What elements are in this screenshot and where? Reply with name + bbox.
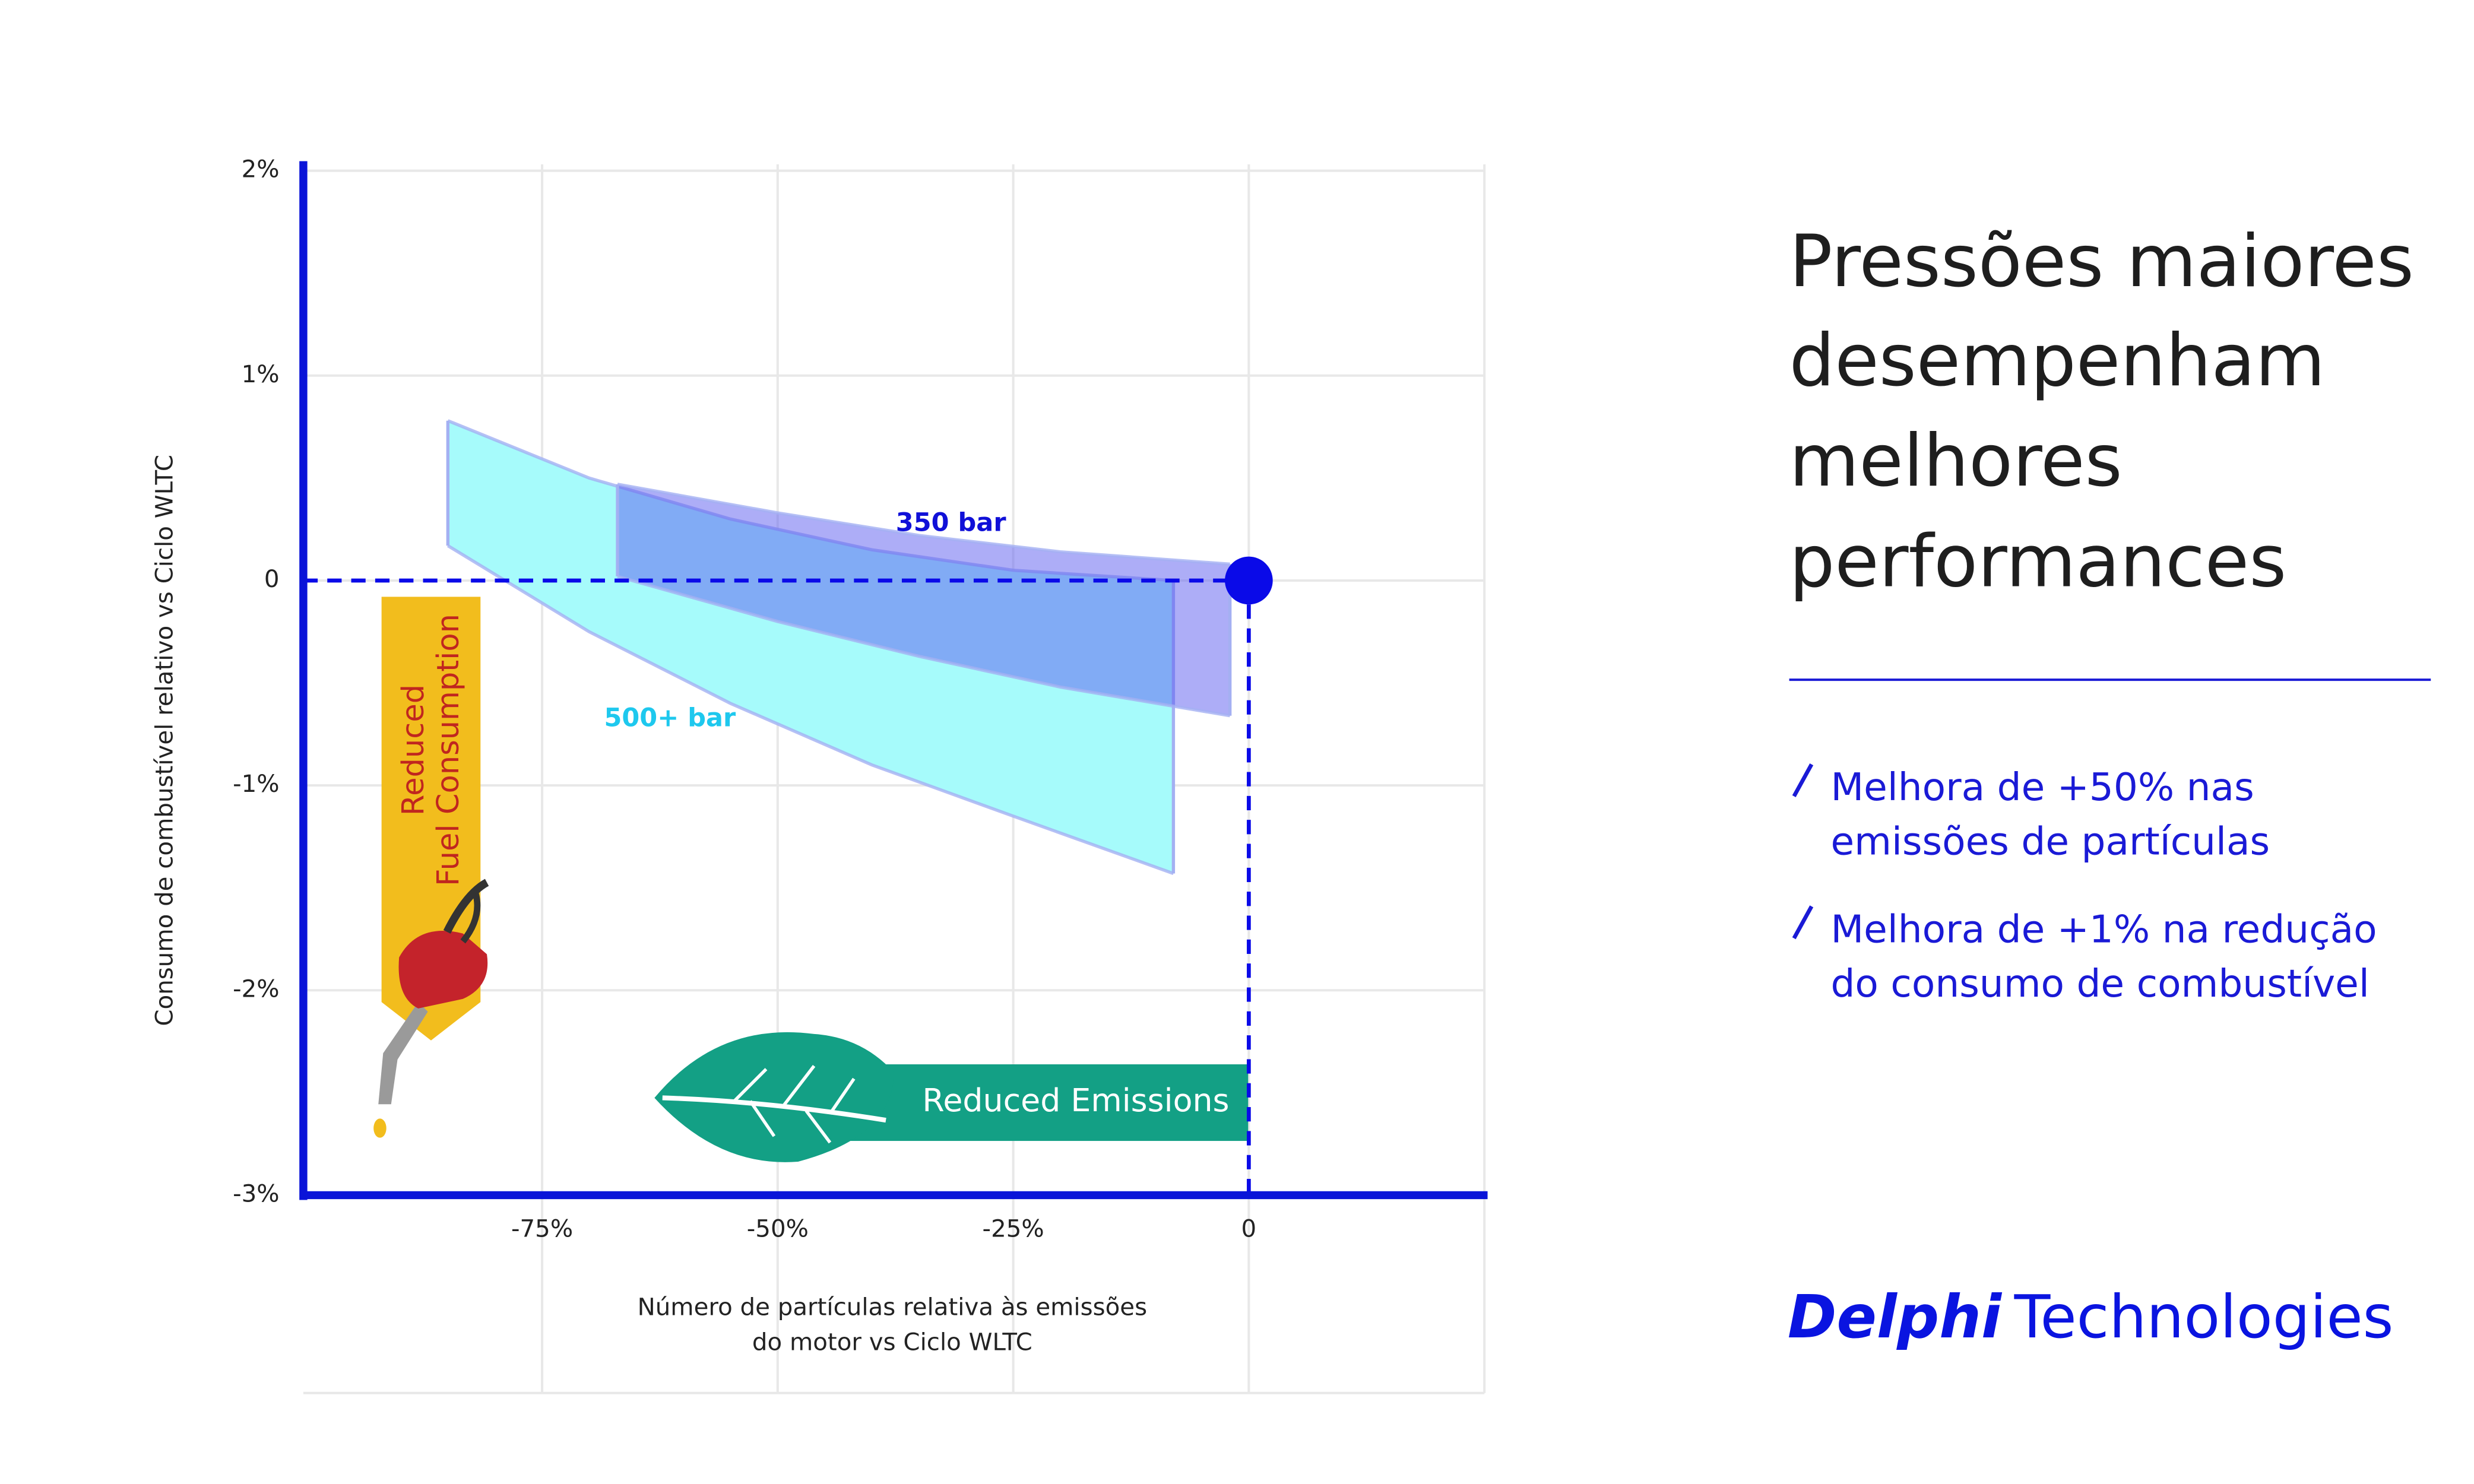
series-label: 350 bar <box>896 508 1007 538</box>
plot-area: 500+ bar 350 bar <box>303 419 1273 1196</box>
side-title: melhores <box>1789 419 2123 503</box>
bullet-text: emissões de partículas <box>1831 820 2270 864</box>
side-panel: Pressões maiores desempenham melhores pe… <box>1788 220 2431 1352</box>
x-axis-title: do motor vs Ciclo WLTC <box>752 1328 1032 1356</box>
x-tick-label: 0 <box>1241 1215 1257 1243</box>
bullet-text: Melhora de +1% na redução <box>1831 907 2377 952</box>
logo-rest: Technologies <box>2014 1283 2394 1352</box>
bullet-mark <box>1792 763 1814 798</box>
band-lower-edge <box>617 575 1231 718</box>
logo-bold: Delphi <box>1788 1283 2003 1352</box>
band-area <box>617 484 1230 716</box>
y-tick-label: -1% <box>233 770 280 798</box>
fuel-arrow <box>381 597 481 1041</box>
side-title: Pressões maiores <box>1789 220 2414 303</box>
annotation-line: Reduced Emissions <box>922 1082 1229 1119</box>
x-tick-label: -75% <box>511 1215 573 1243</box>
x-tick-label: -25% <box>983 1215 1044 1243</box>
bullet-text: Melhora de +50% nas <box>1831 765 2254 810</box>
fuel-annotation: Reduced Fuel Consumption <box>396 614 466 886</box>
fuel-nozzle-icon <box>373 879 489 1138</box>
y-tick-label: -2% <box>233 975 280 1003</box>
bullet-text: do consumo de combustível <box>1831 962 2370 1006</box>
side-title: performances <box>1789 520 2287 604</box>
reference-point <box>1225 556 1273 605</box>
series-label: 500+ bar <box>604 703 736 733</box>
annotation-line: Reduced <box>396 684 431 816</box>
bullet-mark <box>1792 905 1814 940</box>
annotation-line: Fuel Consumption <box>431 614 466 886</box>
y-axis-title: Consumo de combustível relativo vs Ciclo… <box>151 455 179 1026</box>
x-tick-label: -50% <box>747 1215 809 1243</box>
side-title: desempenham <box>1789 319 2326 402</box>
x-axis-title: Número de partículas relativa às emissõe… <box>638 1293 1147 1321</box>
band-upper-edge <box>617 483 1230 566</box>
y-tick-label: 1% <box>242 360 280 388</box>
emissions-banner: Reduced Emissions <box>654 1032 1249 1162</box>
logo: Delphi Technologies <box>1788 1283 2394 1352</box>
y-tick-label: 2% <box>242 156 280 183</box>
band-lower-edge <box>446 544 1174 876</box>
y-tick-label: 0 <box>264 565 280 593</box>
y-tick-label: -3% <box>233 1179 280 1207</box>
